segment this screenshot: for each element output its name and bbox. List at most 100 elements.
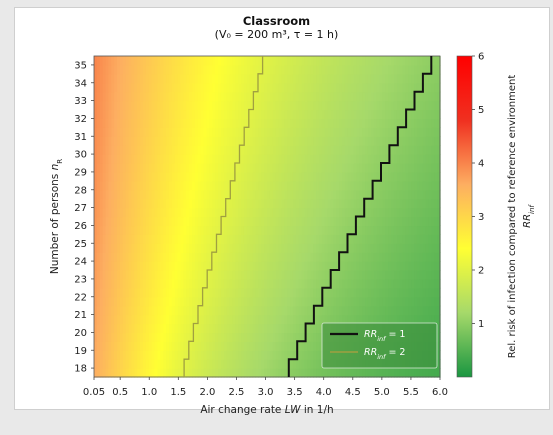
heatmap-cell: [192, 252, 196, 262]
heatmap-cell: [341, 136, 346, 146]
heatmap-cell: [255, 109, 259, 120]
heatmap-cell: [223, 180, 228, 191]
heatmap-cell: [94, 287, 98, 298]
heatmap-cell: [163, 296, 167, 307]
heatmap-cell: [157, 109, 161, 120]
heatmap-cell: [304, 154, 308, 164]
heatmap-cell: [336, 305, 340, 316]
heatmap-cell: [166, 359, 170, 369]
heatmap-cell: [267, 163, 271, 173]
heatmap-cell: [382, 73, 386, 84]
heatmap-cell: [359, 100, 363, 111]
heatmap-cell: [145, 287, 150, 298]
heatmap-cell: [425, 216, 430, 227]
heatmap-cell: [128, 207, 133, 218]
heatmap-cell: [143, 350, 147, 360]
heatmap-cell: [145, 189, 150, 200]
heatmap-cell: [186, 323, 190, 334]
heatmap-cell: [310, 180, 314, 191]
heatmap-cell: [168, 154, 173, 164]
heatmap-cell: [119, 56, 124, 66]
heatmap-cell: [402, 278, 406, 289]
heatmap-cell: [241, 145, 245, 155]
heatmap-cell: [148, 127, 153, 137]
heatmap-cell: [122, 341, 127, 351]
heatmap-cell: [278, 198, 283, 209]
heatmap-cell: [229, 350, 233, 360]
heatmap-cell: [220, 154, 225, 164]
heatmap-cell: [217, 305, 222, 316]
heatmap-cell: [292, 270, 297, 280]
heatmap-cell: [249, 171, 254, 182]
heatmap-cell: [353, 154, 357, 164]
heatmap-cell: [183, 225, 187, 235]
heatmap-cell: [186, 64, 190, 75]
heatmap-cell: [111, 332, 115, 342]
heatmap-cell: [281, 296, 285, 307]
heatmap-cell: [160, 189, 164, 200]
heatmap-cell: [148, 368, 153, 378]
heatmap-cell: [313, 127, 317, 137]
heatmap-cell: [122, 171, 127, 182]
heatmap-cell: [310, 127, 314, 137]
heatmap-cell: [304, 171, 308, 182]
heatmap-cell: [356, 234, 360, 244]
heatmap-cell: [163, 82, 167, 93]
heatmap-cell: [166, 73, 170, 84]
heatmap-cell: [223, 91, 228, 102]
heatmap-cell: [168, 145, 173, 155]
heatmap-cell: [212, 163, 216, 173]
heatmap-cell: [108, 56, 112, 66]
heatmap-cell: [422, 261, 427, 271]
heatmap-cell: [223, 323, 228, 334]
heatmap-cell: [96, 350, 101, 360]
heatmap-cell: [206, 350, 210, 360]
heatmap-cell: [223, 296, 228, 307]
heatmap-cell: [94, 359, 98, 369]
heatmap-cell: [365, 207, 369, 218]
heatmap-cell: [111, 296, 115, 307]
heatmap-cell: [252, 189, 257, 200]
heatmap-cell: [367, 252, 372, 262]
heatmap-cell: [192, 154, 196, 164]
heatmap-cell: [143, 216, 147, 227]
heatmap-cell: [350, 225, 355, 235]
heatmap-cell: [347, 207, 352, 218]
heatmap-cell: [327, 225, 332, 235]
heatmap-cell: [151, 91, 156, 102]
heatmap-cell: [272, 171, 277, 182]
heatmap-cell: [431, 368, 435, 378]
heatmap-cell: [399, 278, 404, 289]
heatmap-cell: [217, 198, 222, 209]
heatmap-cell: [223, 109, 228, 120]
heatmap-cell: [168, 118, 173, 128]
heatmap-cell: [425, 145, 430, 155]
heatmap-cell: [269, 287, 274, 298]
heatmap-cell: [362, 127, 366, 137]
heatmap-cell: [168, 171, 173, 182]
heatmap-cell: [197, 180, 202, 191]
heatmap-cell: [370, 225, 375, 235]
heatmap-cell: [197, 91, 202, 102]
heatmap-cell: [390, 314, 395, 325]
heatmap-cell: [399, 261, 404, 271]
x-tick-label: 6.0: [432, 387, 448, 398]
heatmap-cell: [295, 171, 300, 182]
heatmap-cell: [307, 64, 311, 75]
heatmap-cell: [290, 64, 294, 75]
heatmap-cell: [411, 171, 415, 182]
heatmap-cell: [186, 278, 190, 289]
heatmap-cell: [428, 278, 432, 289]
heatmap-cell: [393, 56, 398, 66]
heatmap-cell: [114, 270, 118, 280]
heatmap-cell: [313, 341, 317, 351]
heatmap-cell: [298, 109, 303, 120]
heatmap-cell: [96, 234, 101, 244]
heatmap-cell: [353, 314, 357, 325]
heatmap-cell: [339, 314, 343, 325]
heatmap-cell: [114, 234, 118, 244]
heatmap-cell: [393, 91, 398, 102]
heatmap-cell: [241, 332, 245, 342]
heatmap-cell: [341, 100, 346, 111]
heatmap-cell: [405, 234, 409, 244]
